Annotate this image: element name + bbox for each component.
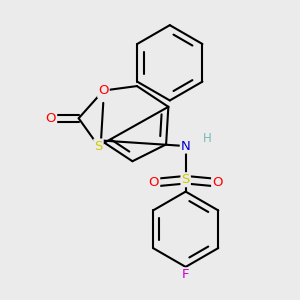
Text: O: O (212, 176, 223, 189)
Text: H: H (203, 132, 212, 145)
Text: O: O (46, 112, 56, 125)
Text: O: O (98, 84, 109, 97)
Text: O: O (149, 176, 159, 189)
Text: N: N (181, 140, 190, 152)
Text: S: S (182, 173, 190, 186)
Text: S: S (94, 140, 103, 152)
Text: F: F (182, 268, 189, 281)
